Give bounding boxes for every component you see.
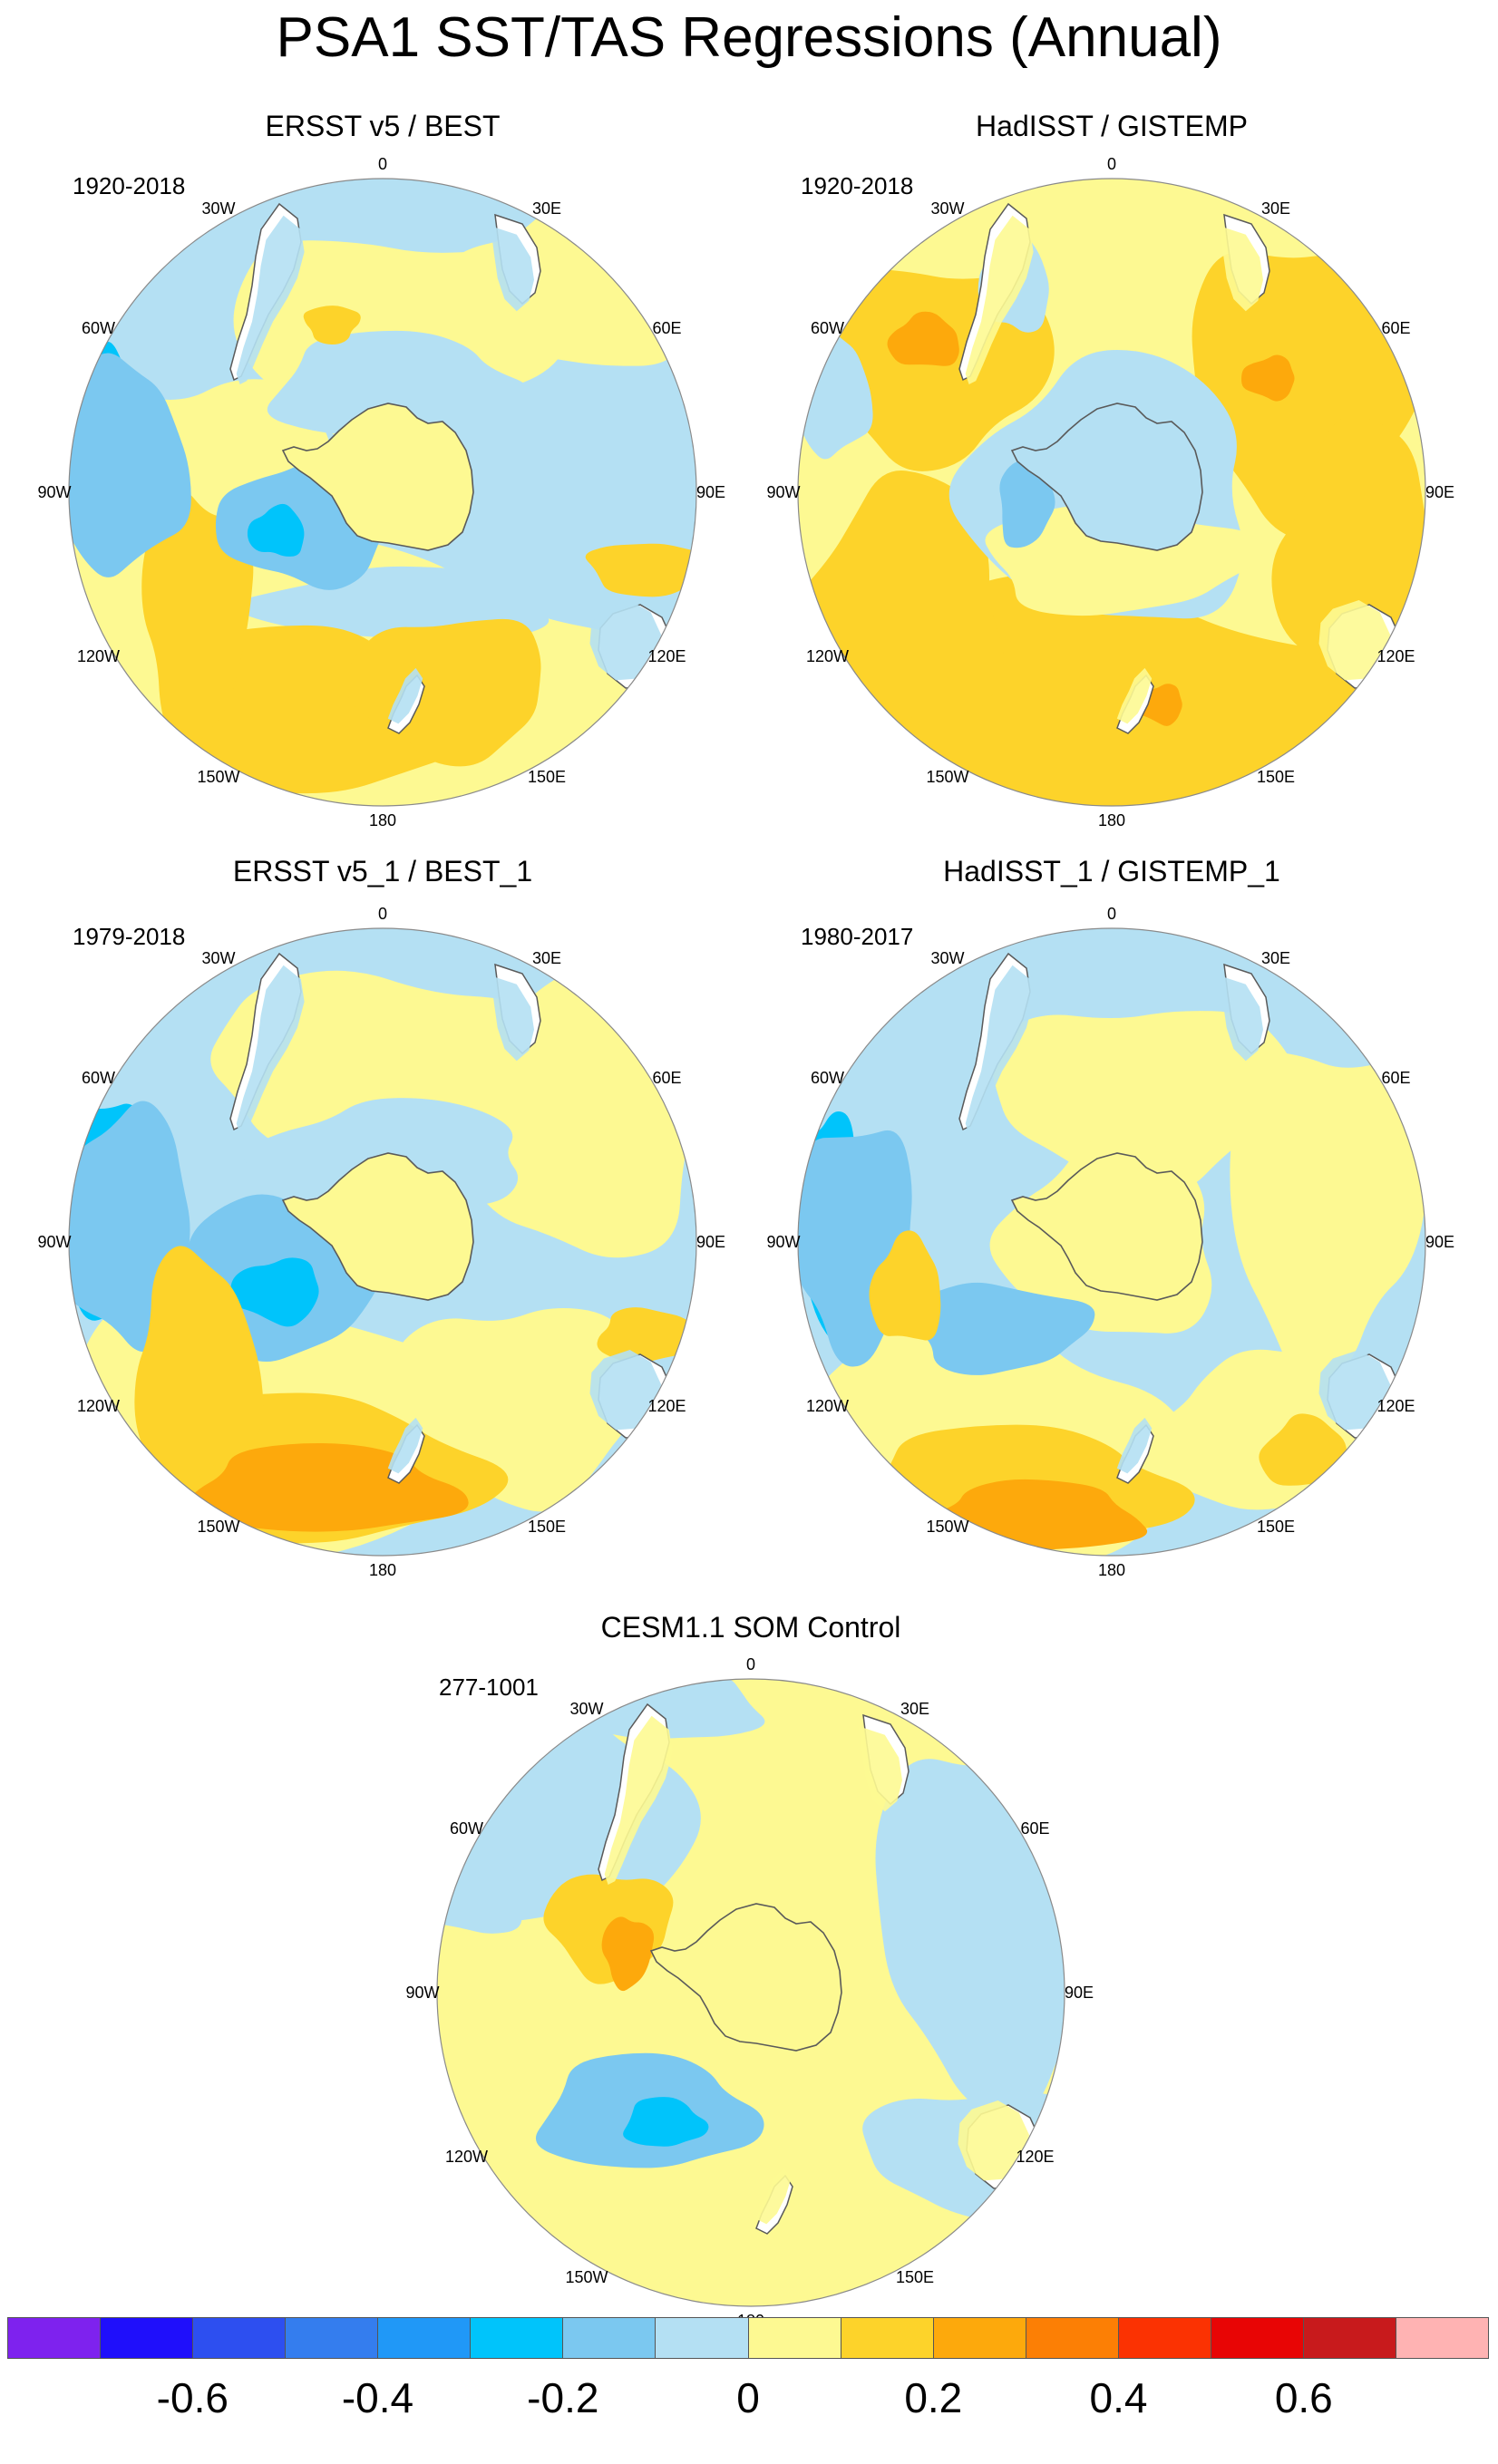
lon-label: 60E	[1381, 319, 1411, 337]
lon-label: 150E	[895, 2267, 935, 2286]
colorbar-box	[378, 2318, 472, 2358]
map-period-hadisst: 1920-2018	[801, 172, 914, 199]
polar-map-cesm	[436, 1678, 1065, 2307]
lon-label: 0	[377, 155, 388, 173]
colorbar	[7, 2317, 1489, 2359]
lon-label: 0	[377, 905, 388, 923]
colorbar-box	[101, 2318, 194, 2358]
lon-label: 30W	[930, 199, 965, 218]
lon-label: 120E	[1376, 647, 1415, 665]
polar-map-hadisst	[797, 178, 1426, 807]
lon-label: 90E	[696, 1233, 726, 1251]
lon-label: 180	[368, 1561, 397, 1579]
lon-label: 30W	[930, 948, 965, 967]
colorbar-box	[563, 2318, 657, 2358]
lon-label: 180	[1097, 811, 1126, 829]
lon-label: 90E	[696, 483, 726, 501]
lon-label: 120W	[444, 2148, 489, 2166]
lon-label: 60E	[1020, 1819, 1050, 1838]
colorbar-tick-label: 0.2	[904, 2374, 963, 2421]
lon-label: 150W	[926, 767, 969, 786]
lon-label: 120W	[805, 647, 850, 665]
lon-label: 60W	[810, 319, 845, 337]
lon-label: 150E	[527, 1517, 567, 1536]
polar-map-ersst-1	[68, 927, 697, 1557]
figure-title: PSA1 SST/TAS Regressions (Annual)	[276, 6, 1222, 69]
lon-label: 90E	[1064, 1984, 1094, 2002]
lon-label: 30E	[900, 1699, 930, 1718]
lon-label: 60E	[652, 1069, 682, 1087]
lon-label: 120W	[76, 647, 121, 665]
lon-label: 120W	[76, 1397, 121, 1415]
lon-label: 150W	[197, 767, 240, 786]
lon-label: 60W	[81, 1069, 116, 1087]
lon-label: 120E	[647, 647, 686, 665]
lon-label: 0	[1106, 905, 1117, 923]
colorbar-box	[656, 2318, 749, 2358]
lon-label: 90W	[37, 1233, 72, 1251]
lon-label: 30E	[1260, 948, 1291, 967]
map-title-hadisst: HadISST / GISTEMP	[976, 110, 1248, 142]
colorbar-box	[841, 2318, 934, 2358]
colorbar-box	[8, 2318, 102, 2358]
lon-label: 120E	[647, 1397, 686, 1415]
lon-label: 90E	[1425, 483, 1455, 501]
colorbar-box	[1118, 2318, 1211, 2358]
lon-label: 0	[1106, 155, 1117, 173]
colorbar-tick-label: 0.4	[1089, 2374, 1148, 2421]
map-title-cesm: CESM1.1 SOM Control	[600, 1611, 901, 1644]
map-period-hadisst-1: 1980-2017	[801, 923, 914, 950]
lon-label: 30E	[531, 948, 562, 967]
lon-label: 150W	[197, 1517, 240, 1536]
map-period-cesm: 277-1001	[439, 1673, 539, 1701]
lon-label: 120E	[1016, 2148, 1055, 2166]
lon-label: 60E	[1381, 1069, 1411, 1087]
map-title-ersst: ERSST v5 / BEST	[265, 110, 501, 142]
lon-label: 60W	[810, 1069, 845, 1087]
map-title-ersst-1: ERSST v5_1 / BEST_1	[232, 855, 533, 888]
lon-label: 30W	[201, 948, 236, 967]
lon-label: 90E	[1425, 1233, 1455, 1251]
colorbar-box	[1211, 2318, 1304, 2358]
lon-label: 150E	[1256, 1517, 1296, 1536]
lon-label: 30E	[1260, 199, 1291, 218]
lon-label: 150W	[565, 2267, 608, 2286]
lon-label: 90W	[766, 1233, 801, 1251]
lon-label: 120E	[1376, 1397, 1415, 1415]
lon-label: 30W	[201, 199, 236, 218]
lon-label: 180	[368, 811, 397, 829]
map-period-ersst: 1920-2018	[73, 172, 186, 199]
colorbar-box	[933, 2318, 1026, 2358]
lon-label: 60W	[449, 1819, 484, 1838]
lon-label: 60E	[652, 319, 682, 337]
colorbar-box	[286, 2318, 379, 2358]
colorbar-box	[1026, 2318, 1119, 2358]
colorbar-tick-label: -0.2	[527, 2374, 599, 2421]
polar-map-hadisst-1	[797, 927, 1426, 1557]
colorbar-box	[1303, 2318, 1396, 2358]
lon-label: 30W	[569, 1699, 604, 1718]
lon-label: 150W	[926, 1517, 969, 1536]
lon-label: 60W	[81, 319, 116, 337]
colorbar-tick-label: -0.4	[341, 2374, 414, 2421]
colorbar-box	[748, 2318, 841, 2358]
colorbar-tick-label: 0.6	[1274, 2374, 1333, 2421]
lon-label: 30E	[531, 199, 562, 218]
colorbar-box	[1396, 2318, 1488, 2358]
polar-map-ersst	[68, 178, 697, 807]
colorbar-tick-label: 0	[736, 2374, 760, 2421]
lon-label: 90W	[37, 483, 72, 501]
colorbar-tick-label: -0.6	[156, 2374, 229, 2421]
lon-label: 150E	[527, 767, 567, 786]
lon-label: 0	[745, 1655, 756, 1673]
colorbar-box	[471, 2318, 564, 2358]
colorbar-box	[193, 2318, 287, 2358]
lon-label: 150E	[1256, 767, 1296, 786]
lon-label: 180	[1097, 1561, 1126, 1579]
lon-label: 120W	[805, 1397, 850, 1415]
map-period-ersst-1: 1979-2018	[73, 923, 186, 950]
map-title-hadisst-1: HadISST_1 / GISTEMP_1	[943, 855, 1280, 888]
lon-label: 90W	[766, 483, 801, 501]
lon-label: 90W	[405, 1984, 440, 2002]
